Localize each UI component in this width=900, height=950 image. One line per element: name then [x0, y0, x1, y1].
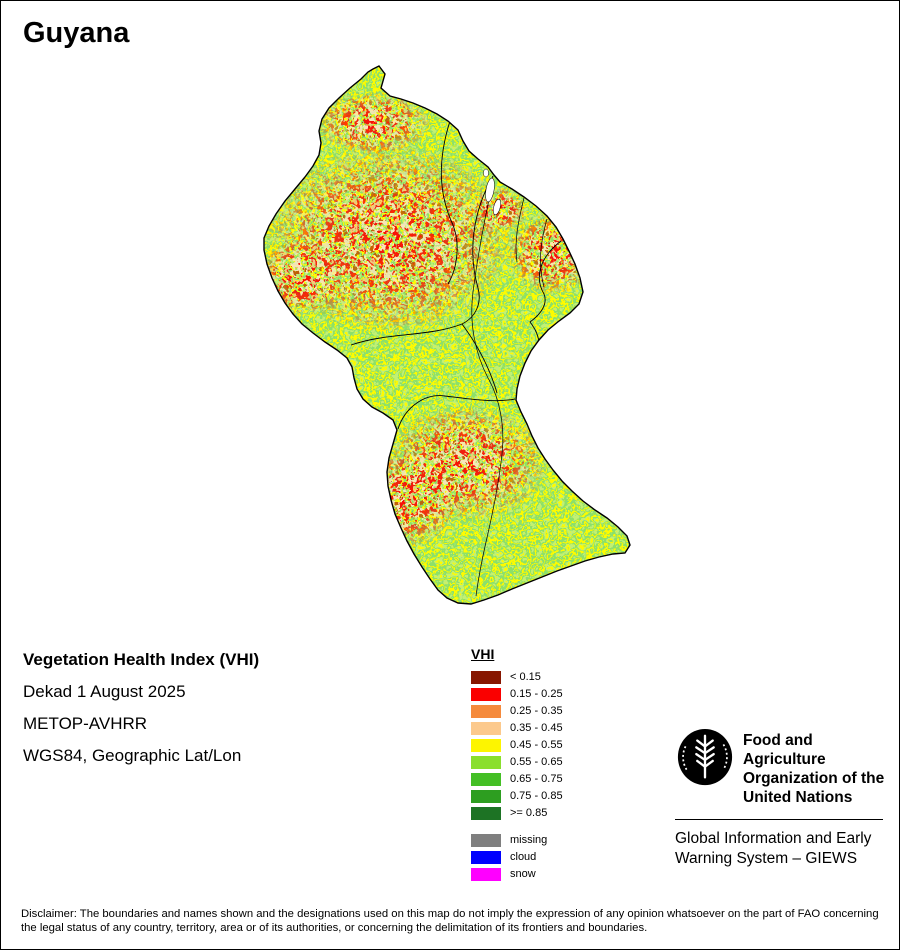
page-title: Guyana	[23, 17, 130, 49]
legend-swatch	[471, 868, 501, 881]
legend-row: >= 0.85	[471, 807, 563, 820]
dekad-date: Dekad 1 August 2025	[23, 682, 186, 701]
legend-row: 0.75 - 0.85	[471, 790, 563, 803]
legend-row: snow	[471, 868, 563, 881]
legend-label: < 0.15	[510, 671, 541, 683]
legend-row: 0.45 - 0.55	[471, 739, 563, 752]
vhi-raster	[264, 66, 630, 604]
legend-label: 0.55 - 0.65	[510, 756, 563, 768]
vhi-legend: VHI < 0.15 0.15 - 0.25 0.25 - 0.35 0.35 …	[471, 646, 563, 885]
legend-label: >= 0.85	[510, 807, 548, 819]
fao-org-name: Food and Agriculture Organization of the…	[743, 727, 885, 807]
legend-swatch	[471, 722, 501, 735]
giews-line: Global Information and Early	[675, 830, 872, 847]
legend-row: 0.15 - 0.25	[471, 688, 563, 701]
fao-org-line: Organization of the	[743, 770, 885, 787]
fao-footer-block: Food and Agriculture Organization of the…	[675, 727, 885, 869]
guyana-outline	[263, 65, 631, 605]
product-name: Vegetation Health Index (VHI)	[23, 650, 260, 669]
legend-swatch	[471, 671, 501, 684]
legend-label: 0.65 - 0.75	[510, 773, 563, 785]
river-islands	[483, 168, 501, 216]
legend-label: 0.25 - 0.35	[510, 705, 563, 717]
legend-swatch	[471, 705, 501, 718]
legend-row: < 0.15	[471, 671, 563, 684]
fao-org-line: Food and Agriculture	[743, 732, 826, 768]
legend-label: cloud	[510, 851, 537, 863]
legend-row: 0.35 - 0.45	[471, 722, 563, 735]
legend-label: 0.35 - 0.45	[510, 722, 563, 734]
legend-label: snow	[510, 868, 536, 880]
sensor-name: METOP-AVHRR	[23, 714, 148, 733]
legend-swatch	[471, 790, 501, 803]
legend-label: 0.45 - 0.55	[510, 739, 563, 751]
legend-label: missing	[510, 834, 548, 846]
legend-extras: missing cloud snow	[471, 834, 563, 881]
legend-row: 0.65 - 0.75	[471, 773, 563, 786]
giews-line: Warning System – GIEWS	[675, 850, 858, 867]
giews-name: Global Information and Early Warning Sys…	[675, 829, 885, 869]
disclaimer-text: Disclaimer: The boundaries and names sho…	[21, 908, 879, 934]
projection-info: WGS84, Geographic Lat/Lon	[23, 746, 242, 765]
rivers	[471, 180, 548, 597]
legend-swatch	[471, 773, 501, 786]
legend-row: 0.25 - 0.35	[471, 705, 563, 718]
legend-swatch	[471, 739, 501, 752]
legend-row: 0.55 - 0.65	[471, 756, 563, 769]
footer-divider	[675, 819, 883, 820]
fao-org-line: United Nations	[743, 789, 853, 806]
legend-row: missing	[471, 834, 563, 847]
region-boundaries	[350, 120, 562, 430]
legend-row: cloud	[471, 851, 563, 864]
wheat-ear-icon	[695, 734, 715, 779]
product-info-block: Vegetation Health Index (VHI) Dekad 1 Au…	[23, 649, 259, 777]
legend-swatch	[471, 851, 501, 864]
legend-swatch	[471, 688, 501, 701]
legend-label: 0.15 - 0.25	[510, 688, 563, 700]
fao-logo	[677, 728, 733, 786]
legend-swatch	[471, 756, 501, 769]
legend-label: 0.75 - 0.85	[510, 790, 563, 802]
legend-title: VHI	[471, 646, 495, 662]
legend-swatch	[471, 834, 501, 847]
legend-swatch	[471, 807, 501, 820]
